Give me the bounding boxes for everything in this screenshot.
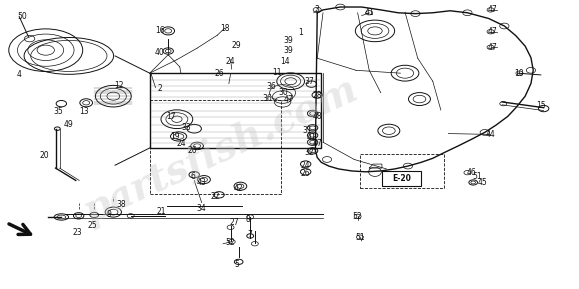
Text: 9: 9 (107, 210, 112, 218)
Text: 47: 47 (488, 27, 498, 36)
Text: 35: 35 (54, 107, 63, 116)
Text: 20: 20 (39, 151, 49, 160)
Text: E-20: E-20 (392, 174, 411, 183)
Text: 26: 26 (188, 146, 197, 155)
Text: 1: 1 (299, 28, 303, 37)
Text: 22: 22 (211, 192, 221, 201)
Text: 15: 15 (536, 101, 545, 110)
Text: 4: 4 (17, 70, 21, 79)
Text: 48: 48 (313, 112, 322, 121)
Bar (360, 154, 444, 188)
Text: 17: 17 (166, 112, 176, 121)
Text: 41: 41 (364, 8, 374, 17)
Text: 50: 50 (18, 12, 28, 21)
Text: 16: 16 (155, 26, 164, 35)
Text: 40: 40 (155, 48, 164, 57)
Text: 39: 39 (284, 36, 293, 45)
Text: 52: 52 (226, 238, 236, 247)
Text: 7: 7 (248, 230, 252, 239)
Text: 47: 47 (284, 95, 293, 103)
Text: 14: 14 (280, 57, 290, 66)
Text: 47: 47 (488, 43, 498, 52)
Text: 12: 12 (115, 81, 124, 90)
Text: 24: 24 (226, 57, 236, 66)
Text: 49: 49 (64, 121, 74, 129)
Text: 47: 47 (488, 5, 498, 14)
Text: 34: 34 (197, 204, 207, 213)
Text: 41: 41 (307, 133, 316, 142)
Text: 10: 10 (515, 69, 524, 78)
Text: 11: 11 (272, 68, 281, 77)
Text: 26: 26 (301, 169, 310, 178)
Text: 37: 37 (305, 77, 314, 86)
Bar (150, 100, 281, 194)
Text: 13: 13 (80, 107, 89, 116)
Text: 30: 30 (279, 88, 288, 97)
Text: 3: 3 (315, 5, 320, 14)
Bar (382, 171, 421, 186)
Text: 27: 27 (230, 218, 240, 227)
Text: 51: 51 (472, 172, 482, 181)
Text: 33: 33 (182, 123, 192, 132)
Text: 21: 21 (156, 207, 166, 216)
Text: 29: 29 (232, 41, 241, 50)
Text: 8: 8 (245, 215, 250, 224)
Text: 38: 38 (116, 200, 126, 209)
Text: 2: 2 (157, 84, 162, 93)
Text: 31: 31 (302, 126, 312, 135)
Text: 44: 44 (486, 130, 496, 139)
Text: 42: 42 (234, 184, 244, 193)
Text: 39: 39 (284, 46, 293, 55)
Text: 25: 25 (87, 221, 97, 230)
Text: 26: 26 (214, 69, 224, 78)
Text: 47: 47 (312, 139, 322, 149)
Text: 18: 18 (220, 23, 229, 33)
Text: 24: 24 (301, 161, 310, 170)
Text: 32: 32 (305, 148, 314, 157)
Text: 52: 52 (353, 212, 362, 221)
Text: 46: 46 (467, 168, 477, 177)
Text: 28: 28 (313, 90, 322, 99)
Text: 36: 36 (266, 82, 276, 92)
Text: 5: 5 (234, 260, 239, 269)
Text: 36: 36 (263, 94, 273, 103)
Text: partsfish.com: partsfish.com (77, 70, 364, 231)
Text: 24: 24 (176, 139, 186, 149)
Text: 19: 19 (170, 132, 180, 141)
Text: 23: 23 (72, 228, 82, 237)
Text: 6: 6 (190, 172, 195, 181)
Text: 51: 51 (355, 234, 365, 242)
Text: 43: 43 (197, 178, 207, 187)
Text: 45: 45 (478, 178, 488, 187)
